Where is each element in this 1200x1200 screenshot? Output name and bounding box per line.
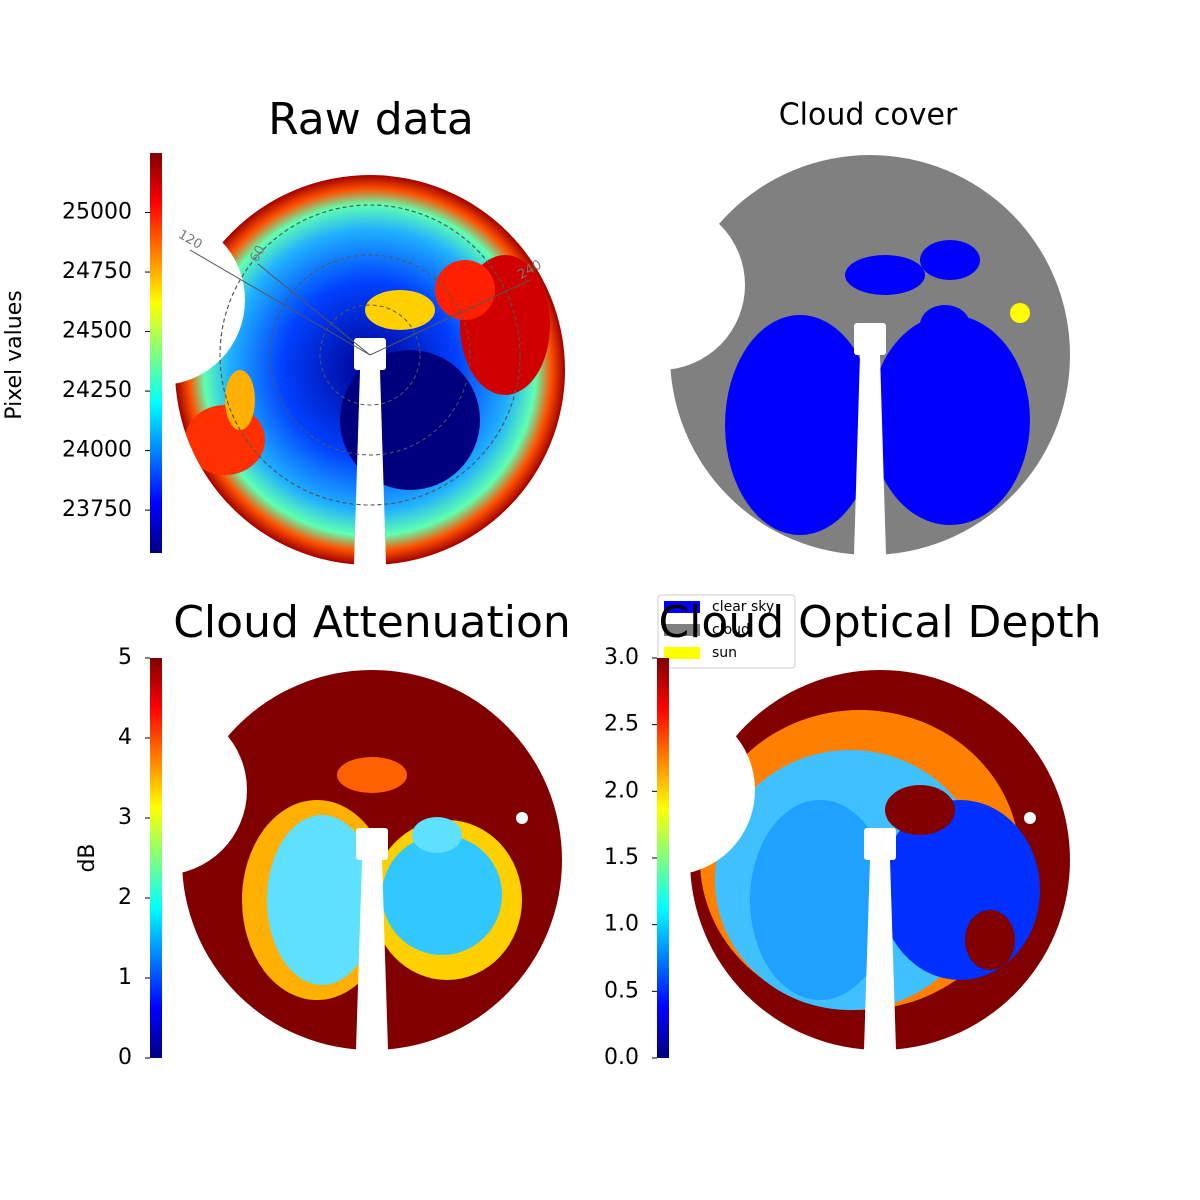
image-region — [885, 785, 955, 835]
colorbar — [657, 658, 669, 1058]
image-region — [337, 757, 407, 793]
image-content — [690, 670, 1070, 1050]
image-region — [267, 815, 377, 985]
colorbar-tick-label: 1 — [118, 965, 132, 990]
image-notch — [585, 705, 755, 875]
panel-title: Cloud Optical Depth — [658, 597, 1101, 648]
colorbar-tick-label: 1.5 — [604, 845, 639, 870]
image-region — [845, 255, 925, 295]
legend-label: sun — [712, 645, 737, 661]
camera-arm — [356, 860, 388, 1050]
image-region — [965, 910, 1015, 970]
image-region — [725, 315, 875, 535]
sky-image — [77, 670, 562, 1050]
camera-head — [864, 828, 896, 860]
camera-arm — [864, 860, 896, 1050]
angle-label: 60 — [247, 243, 268, 265]
sky-image — [75, 175, 565, 565]
image-notch — [575, 200, 745, 370]
sun-marker — [1010, 303, 1030, 323]
legend-swatch — [664, 624, 700, 636]
colorbar-tick-label: 2.5 — [604, 712, 639, 737]
polar-grid — [219, 204, 521, 506]
colorbar-tick-label: 24500 — [62, 319, 132, 344]
image-region — [870, 315, 1030, 525]
colorbar-tick-label: 25000 — [62, 200, 132, 225]
panel-title: Cloud Attenuation — [173, 597, 571, 648]
polar-spoke — [189, 249, 371, 356]
colorbar-tick-label: 24250 — [62, 378, 132, 403]
panel-title: Cloud cover — [779, 98, 958, 133]
image-region — [750, 800, 890, 1000]
sky-image — [575, 155, 1070, 555]
legend-label: clear sky — [712, 599, 774, 615]
colorbar — [150, 153, 162, 553]
legend-swatch — [664, 601, 700, 613]
colorbar-tick-label: 2 — [118, 885, 132, 910]
colorbar-tick-label: 0.0 — [604, 1045, 639, 1070]
colorbar-tick-label: 4 — [118, 725, 132, 750]
polar-grid — [319, 304, 421, 406]
colorbar-tick-label: 23750 — [62, 497, 132, 522]
colorbar — [150, 658, 162, 1058]
camera-head — [354, 338, 386, 370]
sky-image — [585, 670, 1070, 1050]
polar-spoke — [257, 263, 371, 356]
image-region — [412, 817, 462, 853]
image-content — [182, 670, 562, 1050]
camera-arm — [854, 355, 886, 555]
camera-arm — [354, 370, 386, 565]
camera-head — [854, 323, 886, 355]
image-region — [382, 835, 502, 955]
colorbar-tick-label: 3 — [118, 805, 132, 830]
image-region — [435, 260, 495, 320]
image-region — [920, 240, 980, 280]
sun-marker — [516, 812, 528, 824]
image-region — [920, 305, 970, 345]
camera-head — [356, 828, 388, 860]
colorbar-tick-label: 0.5 — [604, 978, 639, 1003]
panel-title: Raw data — [268, 94, 474, 145]
colorbar-label: dB — [75, 843, 100, 872]
legend-swatch — [664, 647, 700, 659]
colorbar-tick-label: 3.0 — [604, 645, 639, 670]
colorbar-tick-label: 0 — [118, 1045, 132, 1070]
colorbar-tick-label: 5 — [118, 645, 132, 670]
polar-grid — [269, 254, 471, 456]
image-region — [185, 405, 265, 475]
colorbar-tick-label: 24000 — [62, 438, 132, 463]
image-region — [225, 370, 255, 430]
polar-spoke — [369, 279, 531, 356]
sun-marker — [1024, 812, 1036, 824]
colorbar-tick-label: 2.0 — [604, 778, 639, 803]
legend-label: cloud — [712, 622, 750, 638]
colorbar-tick-label: 24750 — [62, 259, 132, 284]
colorbar-label: Pixel values — [2, 290, 27, 419]
image-region — [365, 290, 435, 330]
colorbar-tick-label: 1.0 — [604, 912, 639, 937]
